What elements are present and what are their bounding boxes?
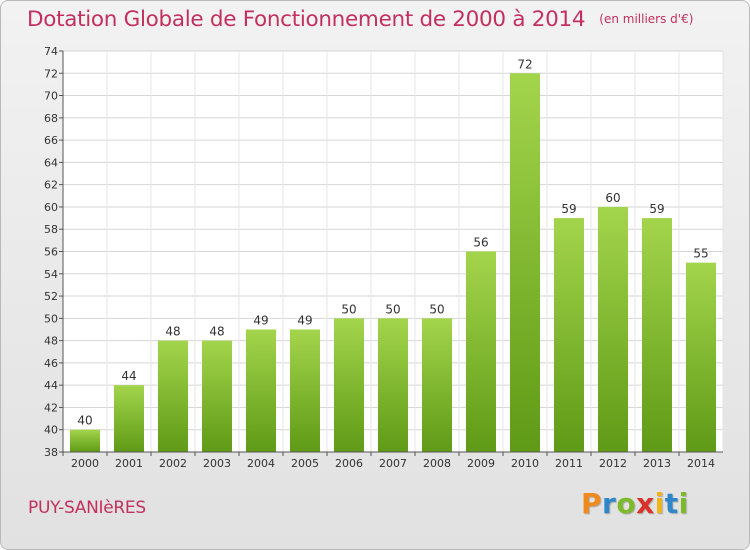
y-tick-label: 74 — [44, 45, 58, 58]
logo-letter: P — [581, 487, 603, 520]
y-tick-label: 44 — [44, 379, 58, 392]
bar-value-label: 44 — [121, 369, 136, 383]
bar-value-label: 40 — [77, 414, 92, 428]
x-tick-label: 2000 — [71, 457, 99, 470]
y-tick-label: 62 — [44, 179, 58, 192]
y-tick-label: 50 — [44, 312, 58, 325]
bar-value-label: 49 — [297, 313, 312, 327]
logo-letter: x — [636, 487, 655, 520]
proxiti-logo: Proxiti — [581, 487, 689, 520]
bar-value-label: 50 — [429, 302, 444, 316]
x-tick-label: 2013 — [643, 457, 671, 470]
y-tick-label: 42 — [44, 401, 58, 414]
bar-value-label: 50 — [341, 302, 356, 316]
x-tick-label: 2001 — [115, 457, 143, 470]
y-tick-label: 58 — [44, 223, 58, 236]
bar-value-label: 55 — [693, 247, 708, 261]
y-tick-label: 46 — [44, 357, 58, 370]
y-tick-label: 56 — [44, 246, 58, 259]
logo-letter: t — [664, 487, 679, 520]
bar — [686, 262, 716, 452]
logo-letter: r — [602, 487, 617, 520]
y-tick-label: 70 — [44, 90, 58, 103]
bar-value-label: 49 — [253, 313, 268, 327]
y-tick-label: 66 — [44, 134, 58, 147]
bar-value-label: 60 — [605, 191, 620, 205]
chart-axes: 38 40 42 44 46 48 50 52 54 56 58 60 62 64 66 68 70 72 74 20… — [44, 45, 723, 470]
y-tick-label: 40 — [44, 424, 58, 437]
bar — [246, 329, 276, 452]
chart-unit-note: (en milliers d'€) — [599, 12, 694, 26]
y-tick-label: 38 — [44, 446, 58, 459]
x-tick-label: 2005 — [291, 457, 319, 470]
x-tick-label: 2004 — [247, 457, 275, 470]
bar — [554, 218, 584, 452]
y-tick-label: 64 — [44, 156, 58, 169]
y-tick-label: 60 — [44, 201, 58, 214]
x-tick-label: 2011 — [555, 457, 583, 470]
bar — [598, 206, 628, 452]
bar-value-label: 56 — [473, 236, 488, 250]
commune-name: PUY-SANIèRES — [28, 498, 146, 518]
bar-value-label: 50 — [385, 302, 400, 316]
y-tick-label: 48 — [44, 335, 58, 348]
y-tick-label: 72 — [44, 67, 58, 80]
bar-value-label: 59 — [561, 202, 576, 216]
bar — [378, 318, 408, 452]
bar — [70, 429, 100, 452]
chart-title: Dotation Globale de Fonctionnement de 20… — [27, 7, 693, 32]
bar-value-label: 48 — [165, 325, 180, 339]
x-tick-label: 2002 — [159, 457, 187, 470]
y-tick-label: 68 — [44, 112, 58, 125]
bar — [114, 385, 144, 452]
bar — [466, 251, 496, 452]
bar — [642, 218, 672, 452]
bar — [158, 340, 188, 452]
x-tick-label: 2010 — [511, 457, 539, 470]
bar-value-label: 59 — [649, 202, 664, 216]
logo-letter: o — [616, 487, 637, 520]
y-tick-label: 52 — [44, 290, 58, 303]
x-tick-label: 2006 — [335, 457, 363, 470]
chart-title-text: Dotation Globale de Fonctionnement de 20… — [27, 7, 586, 32]
bar — [202, 340, 232, 452]
logo-letter: i — [678, 487, 689, 520]
bar — [422, 318, 452, 452]
x-tick-label: 2008 — [423, 457, 451, 470]
logo-letter: i — [654, 487, 665, 520]
y-tick-label: 54 — [44, 268, 58, 281]
bar-value-label: 48 — [209, 325, 224, 339]
x-tick-label: 2014 — [687, 457, 715, 470]
x-tick-label: 2009 — [467, 457, 495, 470]
bar — [510, 73, 540, 453]
x-tick-label: 2012 — [599, 457, 627, 470]
bar — [334, 318, 364, 452]
chart-bars: 40 44 48 48 49 49 50 50 50 56 72 59 60 59 55 — [70, 57, 716, 453]
x-tick-label: 2003 — [203, 457, 231, 470]
bar — [290, 329, 320, 452]
x-tick-label: 2007 — [379, 457, 407, 470]
bar-value-label: 72 — [517, 57, 532, 71]
